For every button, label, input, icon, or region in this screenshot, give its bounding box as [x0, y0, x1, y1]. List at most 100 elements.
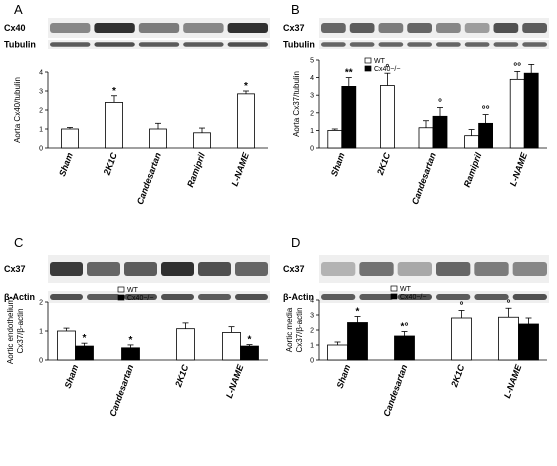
blot-band	[378, 42, 404, 47]
y-tick-label: 4	[39, 70, 43, 77]
significance-mark: *	[83, 333, 87, 344]
bar	[327, 344, 348, 361]
blot-band	[235, 294, 268, 300]
bar	[418, 127, 434, 149]
category-label: 2K1C	[449, 363, 467, 389]
y-tick-label: 5	[310, 58, 314, 65]
blot-row-label: Cx37	[4, 264, 26, 274]
blot-band	[436, 294, 471, 300]
legend-label: Cx40−/−	[400, 294, 426, 301]
y-tick-label: 1	[310, 128, 314, 135]
panel-b-figure: B Cx37 Tubulin 0 1 2 3 4 5 Aorta Cx37/tubulin ** Sh…	[283, 2, 549, 206]
blot-band	[138, 42, 180, 47]
bar	[341, 86, 357, 149]
category-label: Candesartan	[135, 151, 163, 206]
bar	[478, 122, 494, 149]
blot-band	[50, 42, 91, 47]
blot-band	[522, 42, 547, 47]
blot-band	[407, 23, 432, 33]
panel-a-figure: A Cx40 Tubulin 0 1 2 3 4 Aorta Cx40/tubulin Sham *…	[4, 2, 270, 206]
y-axis-label: Cx37/β-actin	[16, 308, 25, 353]
blot-band	[493, 23, 519, 33]
category-label: Sham	[329, 151, 347, 177]
blot-band	[198, 294, 231, 300]
panel-c-figure: C Cx37 β-Actin 0 1 2 Aortic endothelium Cx37/β-…	[4, 235, 270, 418]
legend-swatch	[364, 65, 372, 72]
bar	[121, 347, 140, 361]
blot-band	[512, 262, 547, 276]
category-label: Ramipril	[185, 151, 207, 189]
blot-band	[87, 294, 120, 300]
bar	[347, 322, 368, 361]
bar	[464, 135, 480, 149]
significance-mark: *	[244, 81, 248, 92]
y-tick-label: 2	[39, 108, 43, 115]
blot-band	[321, 42, 346, 47]
blot-band	[50, 23, 91, 33]
legend-swatch	[117, 294, 125, 301]
category-label: Sham	[63, 363, 81, 389]
y-tick-label: 2	[39, 300, 43, 307]
y-tick-label: 1	[39, 127, 43, 134]
blot-band	[227, 23, 268, 33]
blot-band	[94, 42, 135, 47]
blot-band	[474, 294, 509, 300]
blot-band	[436, 23, 461, 33]
blot-band	[464, 23, 490, 33]
significance-mark: °	[460, 301, 464, 312]
bar	[176, 328, 195, 361]
blot-strip	[319, 40, 549, 49]
panel-letter: A	[14, 2, 23, 17]
legend-swatch	[390, 285, 398, 292]
category-label: 2K1C	[375, 151, 393, 177]
blot-band	[124, 294, 157, 300]
blot-band	[474, 262, 509, 276]
blot-band	[161, 294, 194, 300]
blot-band	[436, 42, 461, 47]
panel-b: B Cx37 Tubulin 0 1 2 3 4 5 Aorta Cx37/tubulin ** Sh…	[279, 0, 557, 233]
bar	[518, 323, 539, 361]
panel-d: D Cx37 β-Actin 0 1 2 3 4 Aortic media Cx37/β-acti…	[279, 233, 557, 466]
blot-band	[397, 294, 432, 300]
category-label: Candesartan	[410, 151, 438, 206]
y-tick-label: 2	[310, 110, 314, 117]
y-tick-label: 0	[39, 358, 43, 365]
category-label: Candesartan	[381, 363, 409, 418]
legend-swatch	[117, 286, 125, 293]
panel-d-figure: D Cx37 β-Actin 0 1 2 3 4 Aortic media Cx37/β-acti…	[283, 235, 549, 418]
legend-swatch	[364, 57, 372, 64]
bar	[509, 78, 525, 149]
significance-mark: *	[129, 335, 133, 346]
significance-mark: °°	[482, 105, 490, 116]
blot-band	[50, 262, 83, 276]
blot-band	[183, 42, 224, 47]
category-label: L-NAME	[508, 150, 530, 187]
blot-band	[321, 262, 356, 276]
y-axis-label: Aortic media	[285, 307, 294, 352]
bar	[237, 93, 255, 149]
category-label: L-NAME	[502, 362, 524, 399]
y-tick-label: 0	[310, 358, 314, 365]
y-tick-label: 4	[310, 75, 314, 82]
blot-band	[227, 42, 268, 47]
blot-band	[50, 294, 83, 300]
significance-mark: °°	[513, 61, 521, 72]
panel-letter: B	[291, 2, 300, 17]
significance-mark: *	[112, 86, 116, 97]
legend-swatch	[390, 293, 398, 300]
significance-mark: *	[248, 335, 252, 346]
blot-band	[464, 42, 490, 47]
blot-row-label: β-Actin	[283, 292, 314, 302]
y-tick-label: 0	[310, 146, 314, 153]
bar	[451, 317, 472, 361]
y-tick-label: 3	[39, 89, 43, 96]
bar	[57, 330, 76, 361]
bar	[193, 132, 211, 149]
y-axis-label: Aortic endothelium	[6, 298, 15, 365]
y-tick-label: 4	[310, 298, 314, 305]
blot-row-label: Tubulin	[4, 40, 36, 50]
category-label: Ramipril	[462, 151, 484, 189]
significance-mark: *°	[401, 322, 409, 333]
y-tick-label: 2	[310, 328, 314, 335]
bar	[523, 72, 539, 149]
